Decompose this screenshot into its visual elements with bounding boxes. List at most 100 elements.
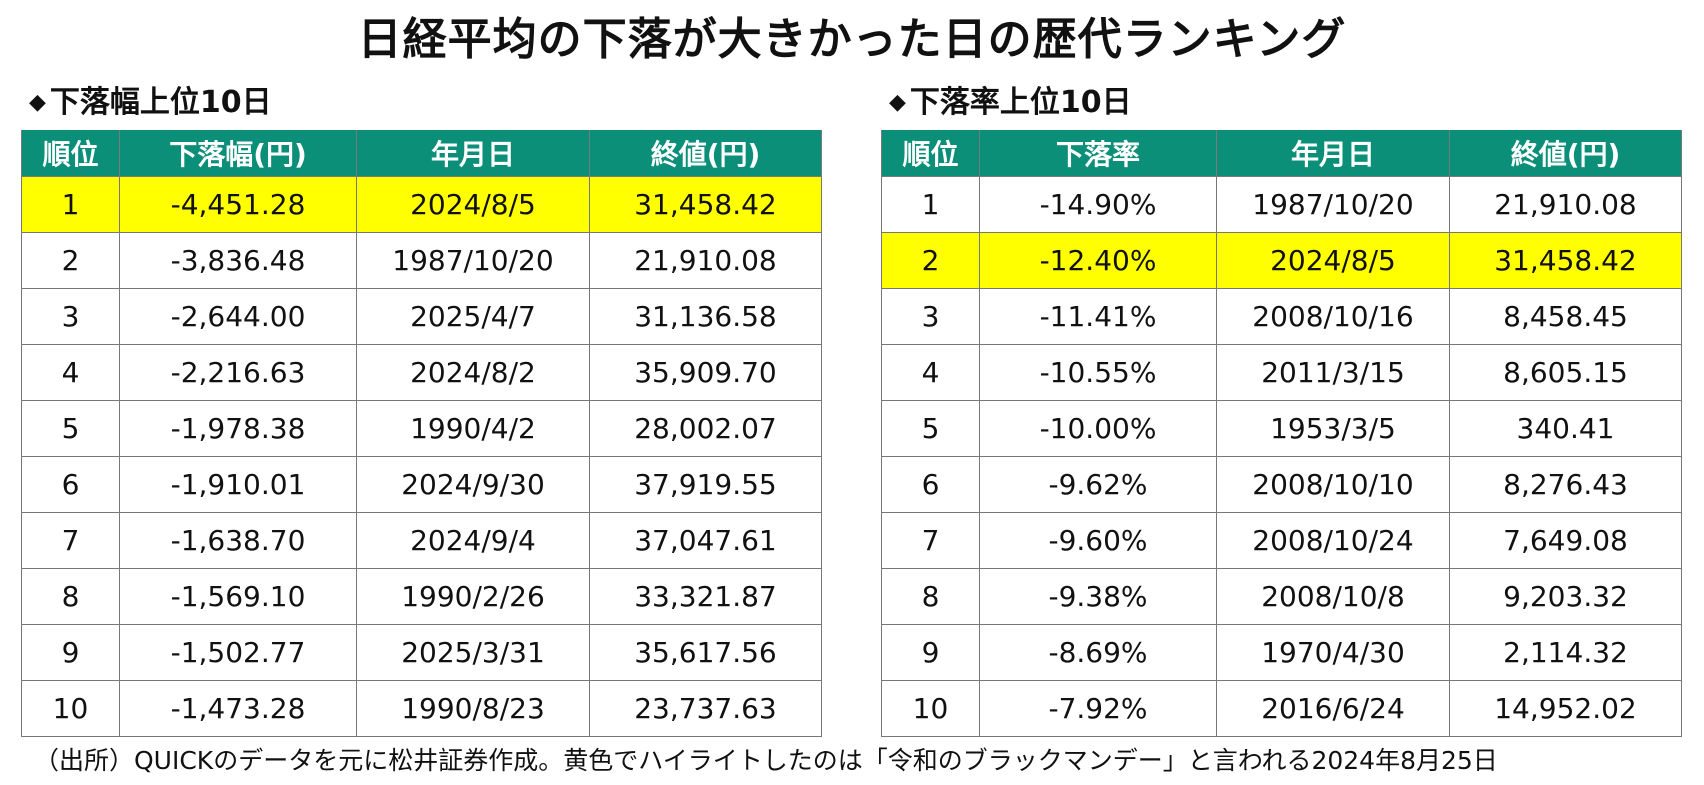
table-row: 9 -8.69% 1970/4/30 2,114.32 [881,624,1682,681]
drop-rate-rows: 1 -14.90% 1987/10/20 21,910.08 2 -12.40% 2024/… [881,176,1682,737]
drop-cell: -1,978.38 [119,400,357,457]
table-row: 8 -9.38% 2008/10/8 9,203.32 [881,568,1682,625]
drop-cell: -10.00% [979,400,1217,457]
close-cell: 35,617.56 [589,624,822,681]
rank-cell: 2 [21,232,120,289]
rank-cell: 1 [881,176,980,233]
date-cell: 2008/10/16 [1216,288,1450,345]
drop-cell: -14.90% [979,176,1217,233]
rank-cell: 7 [21,512,120,569]
date-cell: 2024/9/4 [356,512,590,569]
rank-cell: 8 [881,568,980,625]
rank-cell: 5 [881,400,980,457]
header-close: 終値(円) [1449,130,1682,177]
rank-cell: 3 [881,288,980,345]
drop-cell: -1,910.01 [119,456,357,513]
date-cell: 2025/3/31 [356,624,590,681]
drop-cell: -1,638.70 [119,512,357,569]
close-cell: 31,458.42 [589,176,822,233]
table-row-highlighted: 1 -4,451.28 2024/8/5 31,458.42 [21,176,822,233]
table-header-row: 順位 下落幅(円) 年月日 終値(円) [21,130,822,177]
close-cell: 28,002.07 [589,400,822,457]
date-cell: 2008/10/10 [1216,456,1450,513]
close-cell: 8,458.45 [1449,288,1682,345]
table-header-row: 順位 下落率 年月日 終値(円) [881,130,1682,177]
date-cell: 2025/4/7 [356,288,590,345]
close-cell: 37,047.61 [589,512,822,569]
date-cell: 1990/8/23 [356,680,590,737]
close-cell: 7,649.08 [1449,512,1682,569]
date-cell: 2024/9/30 [356,456,590,513]
table-row: 6 -9.62% 2008/10/10 8,276.43 [881,456,1682,513]
header-rank: 順位 [881,130,980,177]
drop-cell: -11.41% [979,288,1217,345]
drop-rate-section: ◆ 下落率上位10日 順位 下落率 年月日 終値(円) 1 -14.90% 1987/… [881,82,1682,737]
rank-cell: 6 [21,456,120,513]
header-date: 年月日 [356,130,590,177]
drop-cell: -1,569.10 [119,568,357,625]
drop-cell: -2,216.63 [119,344,357,401]
rank-cell: 8 [21,568,120,625]
drop-cell: -1,502.77 [119,624,357,681]
date-cell: 2008/10/8 [1216,568,1450,625]
close-cell: 31,136.58 [589,288,822,345]
rank-cell: 4 [881,344,980,401]
close-cell: 21,910.08 [1449,176,1682,233]
table-row: 3 -2,644.00 2025/4/7 31,136.58 [21,288,822,345]
header-date: 年月日 [1216,130,1450,177]
close-cell: 35,909.70 [589,344,822,401]
table-row: 8 -1,569.10 1990/2/26 33,321.87 [21,568,822,625]
close-cell: 9,203.32 [1449,568,1682,625]
table-row: 10 -7.92% 2016/6/24 14,952.02 [881,680,1682,737]
drop-width-table: 順位 下落幅(円) 年月日 終値(円) 1 -4,451.28 2024/8/5 31… [21,130,822,737]
rank-cell: 2 [881,232,980,289]
header-drop-width: 下落幅(円) [119,130,357,177]
drop-cell: -4,451.28 [119,176,357,233]
table-row: 4 -10.55% 2011/3/15 8,605.15 [881,344,1682,401]
close-cell: 33,321.87 [589,568,822,625]
close-cell: 37,919.55 [589,456,822,513]
date-cell: 2016/6/24 [1216,680,1450,737]
table-row: 5 -10.00% 1953/3/5 340.41 [881,400,1682,457]
close-cell: 8,605.15 [1449,344,1682,401]
date-cell: 2011/3/15 [1216,344,1450,401]
drop-width-rows: 1 -4,451.28 2024/8/5 31,458.42 2 -3,836.48 198… [21,176,822,737]
close-cell: 23,737.63 [589,680,822,737]
drop-cell: -1,473.28 [119,680,357,737]
table-row: 7 -1,638.70 2024/9/4 37,047.61 [21,512,822,569]
rank-cell: 4 [21,344,120,401]
table-row: 10 -1,473.28 1990/8/23 23,737.63 [21,680,822,737]
rank-cell: 10 [21,680,120,737]
date-cell: 1953/3/5 [1216,400,1450,457]
drop-cell: -9.62% [979,456,1217,513]
table-row: 2 -3,836.48 1987/10/20 21,910.08 [21,232,822,289]
drop-cell: -10.55% [979,344,1217,401]
date-cell: 2024/8/5 [1216,232,1450,289]
table-row: 3 -11.41% 2008/10/16 8,458.45 [881,288,1682,345]
close-cell: 8,276.43 [1449,456,1682,513]
drop-cell: -7.92% [979,680,1217,737]
date-cell: 1987/10/20 [356,232,590,289]
date-cell: 2024/8/2 [356,344,590,401]
drop-rate-heading: ◆ 下落率上位10日 [889,82,1682,124]
drop-cell: -8.69% [979,624,1217,681]
rank-cell: 9 [881,624,980,681]
drop-rate-table: 順位 下落率 年月日 終値(円) 1 -14.90% 1987/10/20 21,91… [881,130,1682,737]
rank-cell: 6 [881,456,980,513]
drop-cell: -2,644.00 [119,288,357,345]
date-cell: 1990/2/26 [356,568,590,625]
rank-cell: 9 [21,624,120,681]
drop-cell: -3,836.48 [119,232,357,289]
table-row: 9 -1,502.77 2025/3/31 35,617.56 [21,624,822,681]
close-cell: 14,952.02 [1449,680,1682,737]
close-cell: 31,458.42 [1449,232,1682,289]
close-cell: 340.41 [1449,400,1682,457]
header-drop-rate: 下落率 [979,130,1217,177]
table-row: 5 -1,978.38 1990/4/2 28,002.07 [21,400,822,457]
close-cell: 2,114.32 [1449,624,1682,681]
diamond-bullet-icon: ◆ [889,90,906,115]
drop-cell: -12.40% [979,232,1217,289]
date-cell: 2008/10/24 [1216,512,1450,569]
table-row: 7 -9.60% 2008/10/24 7,649.08 [881,512,1682,569]
source-note: （出所）QUICKのデータを元に松井証券作成。黄色でハイライトしたのは「令和のブ… [34,746,1498,775]
